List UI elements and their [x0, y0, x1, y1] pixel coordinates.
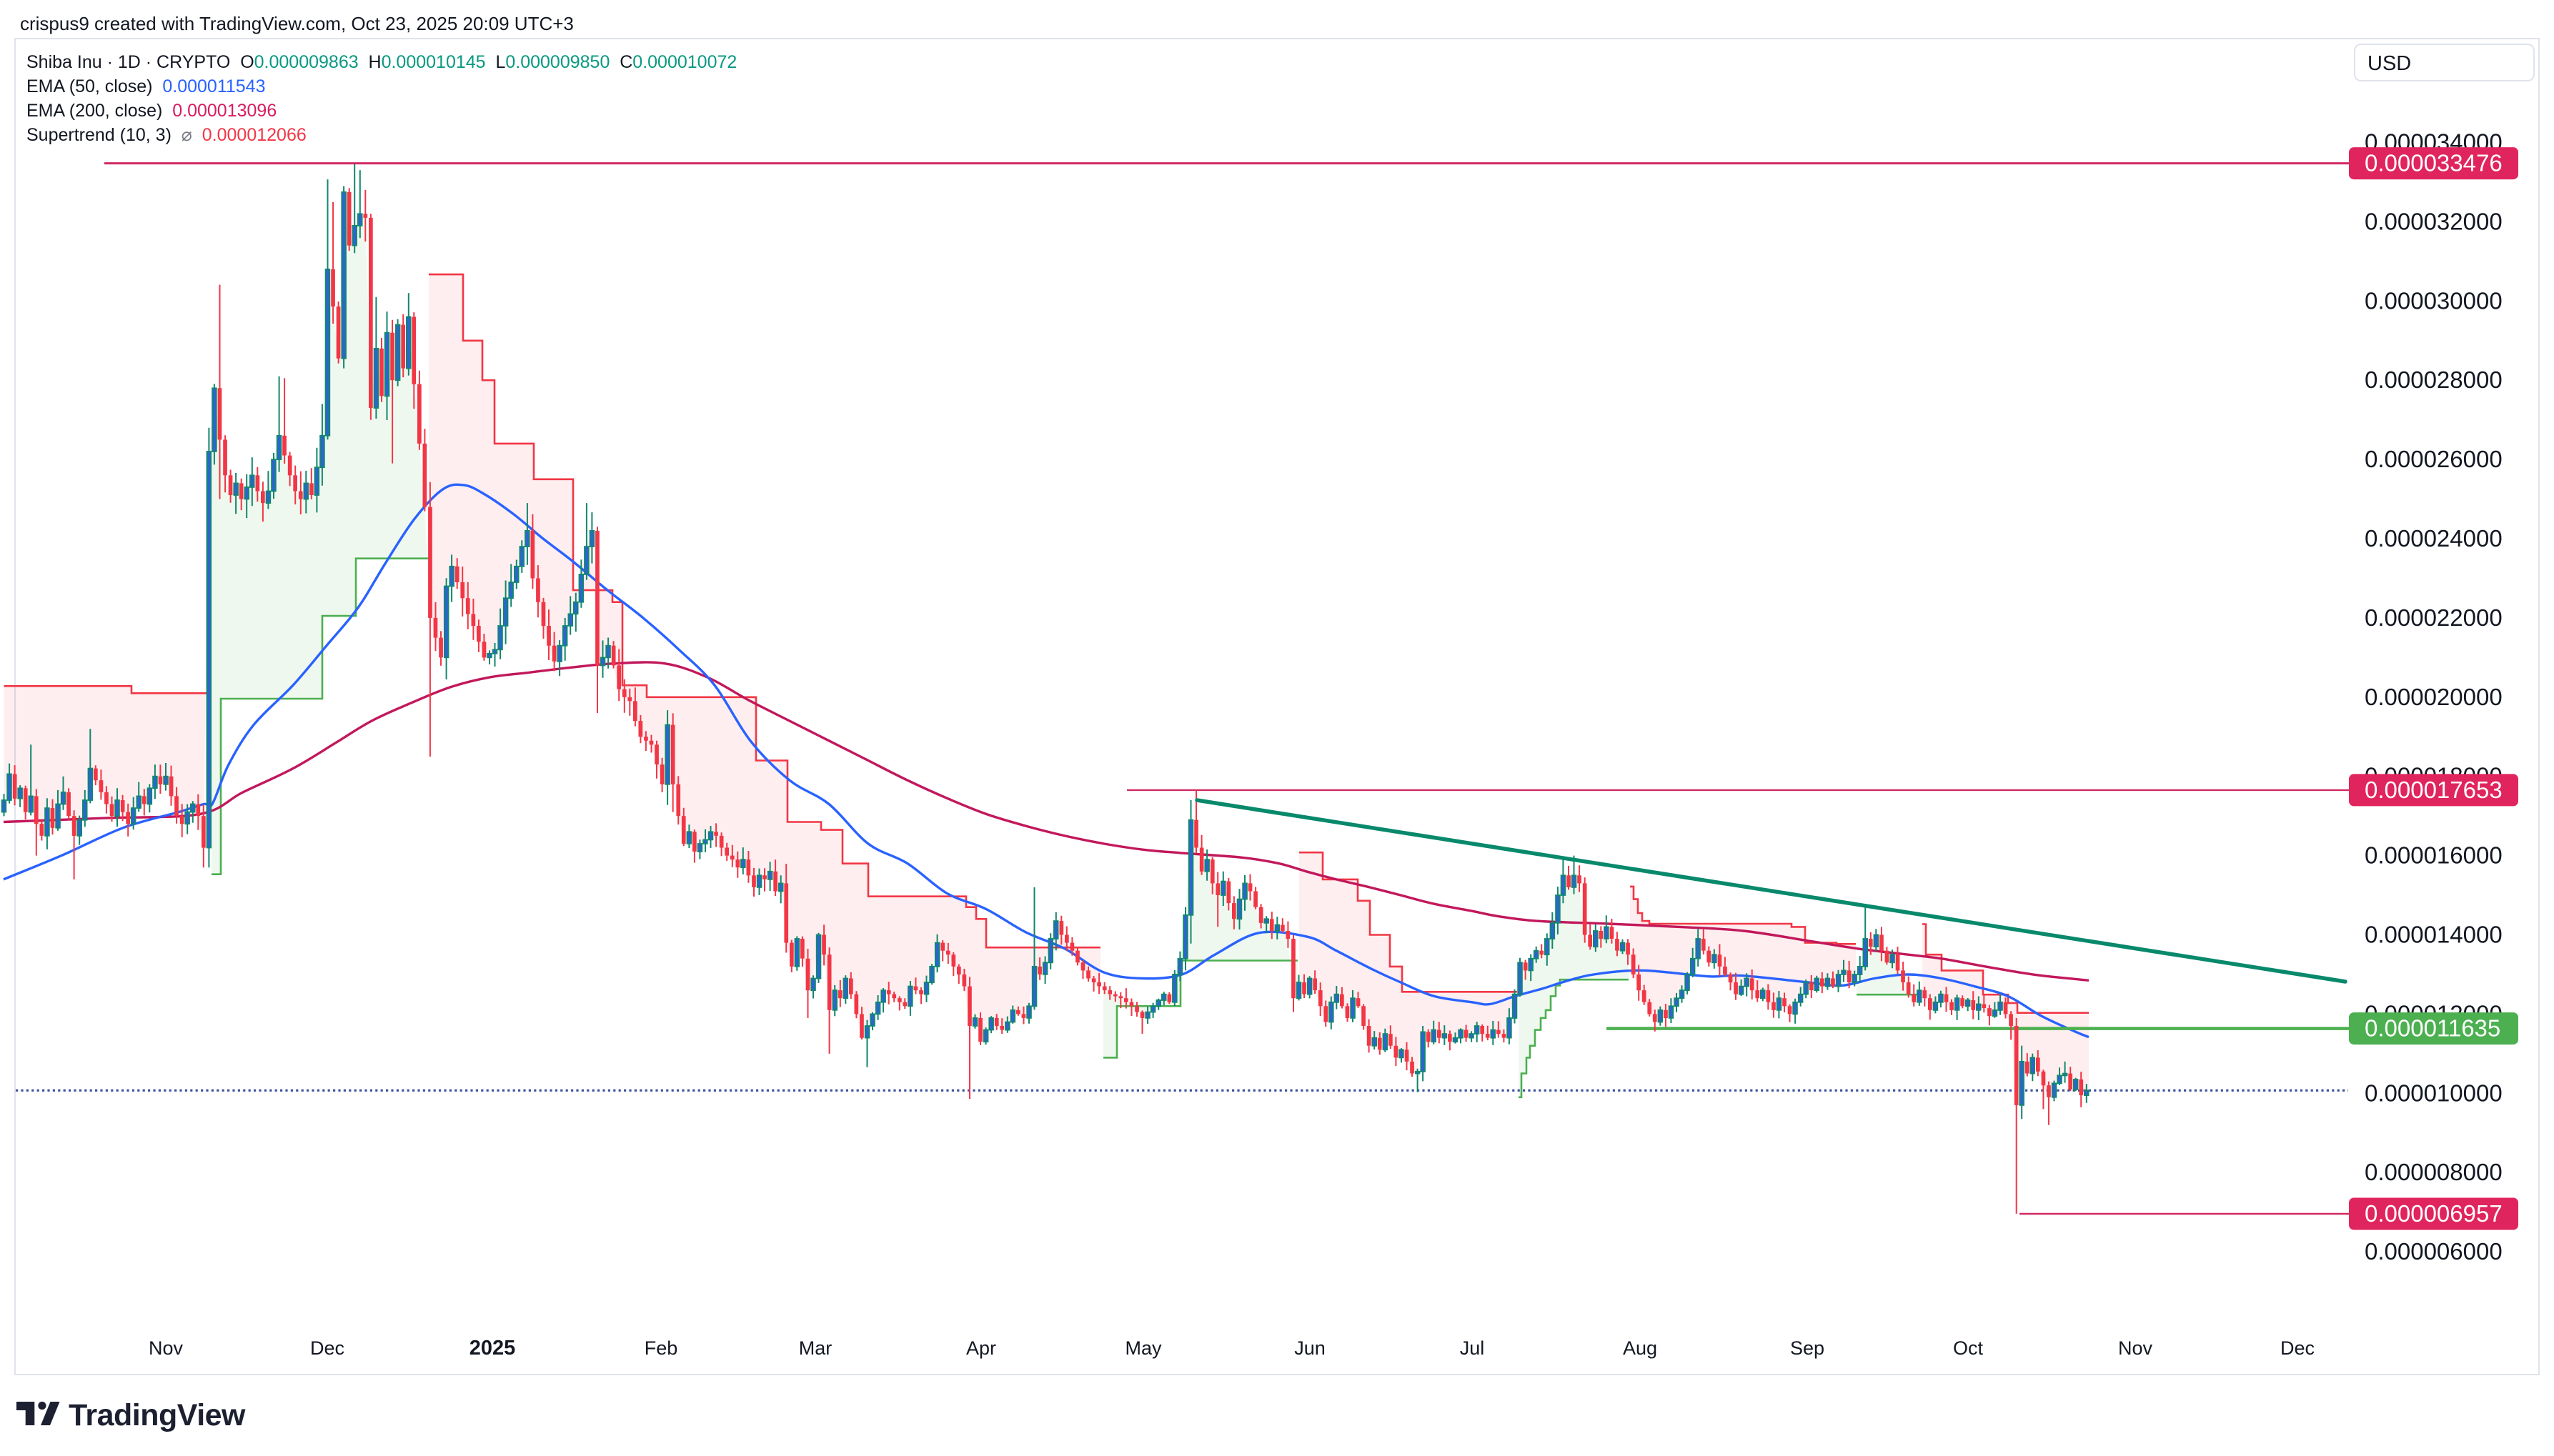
svg-text:Aug: Aug: [1623, 1337, 1657, 1359]
svg-text:0.000017653: 0.000017653: [2365, 777, 2503, 803]
svg-text:0.000014000: 0.000014000: [2365, 922, 2503, 948]
svg-text:Jun: Jun: [1294, 1337, 1326, 1359]
svg-text:0.000028000: 0.000028000: [2365, 367, 2503, 393]
svg-text:Mar: Mar: [799, 1337, 833, 1359]
svg-text:0.000024000: 0.000024000: [2365, 525, 2503, 552]
svg-text:0.000010000: 0.000010000: [2365, 1079, 2503, 1106]
svg-text:0.000006000: 0.000006000: [2365, 1238, 2503, 1265]
svg-text:0.000030000: 0.000030000: [2365, 287, 2503, 314]
svg-text:Dec: Dec: [310, 1337, 344, 1359]
svg-text:May: May: [1125, 1337, 1162, 1359]
svg-text:0.000016000: 0.000016000: [2365, 842, 2503, 869]
svg-text:Shiba Inu · 1D · CRYPTO O0.00: Shiba Inu · 1D · CRYPTO O0.000009863 H0.…: [26, 52, 737, 72]
svg-text:Sep: Sep: [1790, 1337, 1824, 1359]
svg-text:Nov: Nov: [149, 1337, 184, 1359]
svg-text:0.000026000: 0.000026000: [2365, 446, 2503, 472]
svg-text:0.000022000: 0.000022000: [2365, 604, 2503, 631]
svg-text:Nov: Nov: [2118, 1337, 2153, 1359]
svg-text:0.000008000: 0.000008000: [2365, 1159, 2503, 1185]
svg-text:0.000006957: 0.000006957: [2365, 1200, 2503, 1227]
svg-text:crispus9 created with TradingV: crispus9 created with TradingView.com, O…: [20, 13, 574, 34]
svg-text:Feb: Feb: [645, 1337, 678, 1359]
svg-text:0.000033476: 0.000033476: [2365, 150, 2503, 176]
svg-text:EMA (50, close) 0.000011543: EMA (50, close) 0.000011543: [26, 76, 266, 96]
svg-text:EMA (200, close) 0.000013096: EMA (200, close) 0.000013096: [26, 101, 277, 121]
svg-text:Supertrend (10, 3) ⌀ 0.00001: Supertrend (10, 3) ⌀ 0.000012066: [26, 125, 307, 145]
svg-text:0.000032000: 0.000032000: [2365, 208, 2503, 234]
svg-text:Dec: Dec: [2280, 1337, 2315, 1359]
svg-text:USD: USD: [2367, 52, 2411, 75]
svg-text:0.000011635: 0.000011635: [2365, 1015, 2500, 1042]
svg-text:Jul: Jul: [1460, 1337, 1485, 1359]
svg-text:Apr: Apr: [966, 1337, 996, 1359]
svg-text:Oct: Oct: [1953, 1337, 1984, 1359]
svg-text:2025: 2025: [469, 1337, 516, 1360]
svg-text:TradingView: TradingView: [69, 1398, 246, 1432]
svg-text:0.000020000: 0.000020000: [2365, 684, 2503, 710]
